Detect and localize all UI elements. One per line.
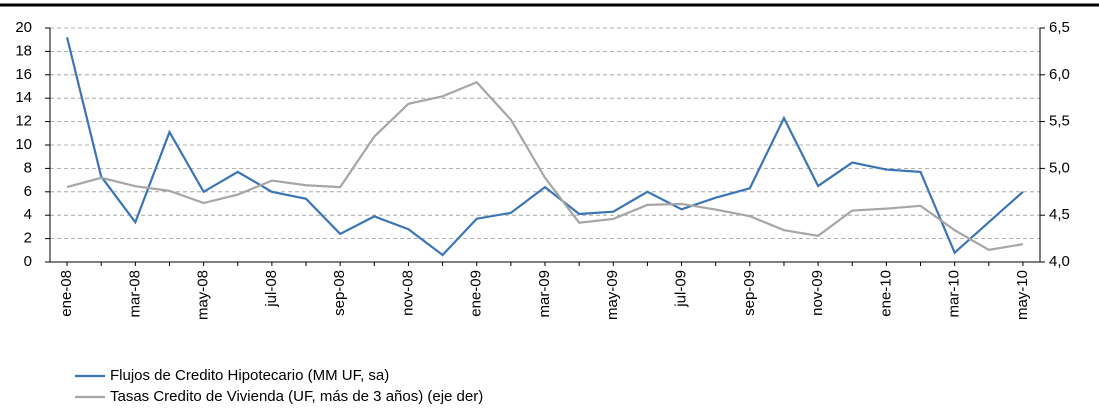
y-tick-label: 12	[15, 113, 32, 130]
y-tick-label: 18	[15, 42, 32, 59]
y-tick-label: 2	[24, 230, 32, 247]
y-tick-label: 8	[24, 159, 32, 176]
x-tick-label: may-08	[195, 270, 212, 320]
x-tick-label: may-10	[1014, 270, 1031, 320]
x-tick-label: ene-10	[877, 270, 894, 317]
y-tick-label: 6	[24, 183, 32, 200]
x-tick-label: ene-08	[58, 270, 75, 317]
y2-tick-label: 5,5	[1049, 113, 1070, 130]
y2-tick-label: 6,0	[1049, 66, 1070, 83]
y-tick-label: 4	[24, 206, 32, 223]
x-tick-label: mar-08	[126, 270, 143, 318]
x-tick-label: sep-09	[741, 270, 758, 316]
x-tick-label: nov-09	[809, 270, 826, 316]
y-tick-label: 14	[15, 89, 32, 106]
x-tick-label: nov-08	[399, 270, 416, 316]
series-line	[66, 37, 1024, 257]
y-tick-label: 10	[15, 136, 32, 153]
y2-tick-label: 5,0	[1049, 159, 1070, 176]
x-tick-label: mar-09	[536, 270, 553, 318]
y2-tick-label: 4,5	[1049, 206, 1070, 223]
y-tick-label: 16	[15, 66, 32, 83]
y-tick-label: 20	[15, 19, 32, 36]
y2-tick-label: 4,0	[1049, 253, 1070, 270]
x-tick-label: sep-08	[331, 270, 348, 316]
y2-tick-label: 6,5	[1049, 19, 1070, 36]
series-line	[66, 80, 1024, 251]
x-tick-label: mar-10	[946, 270, 963, 318]
x-tick-label: jul-08	[263, 270, 280, 308]
legend-label: Tasas Credito de Vivienda (UF, más de 3 …	[110, 388, 483, 405]
x-tick-label: jul-09	[673, 270, 690, 308]
legend-label: Flujos de Credito Hipotecario (MM UF, sa…	[110, 367, 389, 384]
x-tick-label: may-09	[604, 270, 621, 320]
y-tick-label: 0	[24, 253, 32, 270]
x-tick-label: ene-09	[468, 270, 485, 317]
